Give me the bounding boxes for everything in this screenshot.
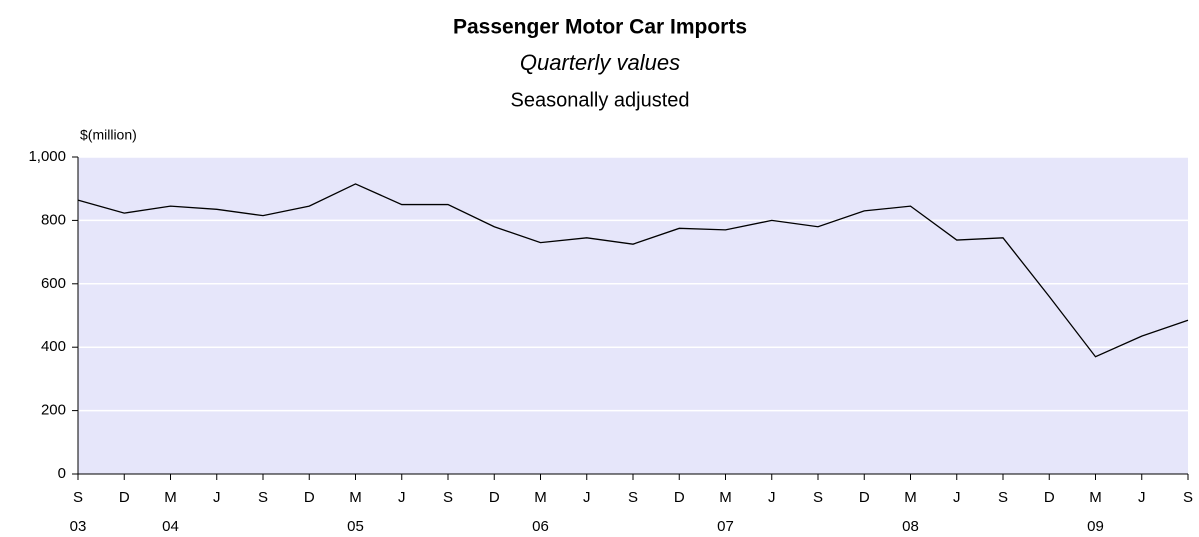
x-tick-label: J <box>1138 489 1146 506</box>
x-tick-label: J <box>583 489 591 506</box>
x-year-label: 09 <box>1087 518 1104 535</box>
chart-subtitle: Quarterly values <box>520 50 680 75</box>
x-tick-label: M <box>719 489 732 506</box>
x-year-label: 03 <box>70 518 87 535</box>
x-tick-label: J <box>398 489 406 506</box>
x-tick-label: J <box>213 489 221 506</box>
x-year-label: 05 <box>347 518 364 535</box>
x-tick-label: J <box>768 489 776 506</box>
x-tick-label: J <box>953 489 961 506</box>
y-tick-label: 600 <box>41 275 66 292</box>
x-tick-label: S <box>258 489 268 506</box>
x-year-label: 04 <box>162 518 179 535</box>
y-axis-label: $(million) <box>80 127 137 143</box>
x-tick-label: S <box>998 489 1008 506</box>
y-tick-label: 0 <box>58 465 66 482</box>
x-tick-label: M <box>349 489 362 506</box>
x-tick-label: S <box>73 489 83 506</box>
y-tick-label: 1,000 <box>28 148 66 165</box>
plot-area <box>78 157 1188 474</box>
y-tick-label: 200 <box>41 402 66 419</box>
x-tick-label: S <box>1183 489 1193 506</box>
x-tick-label: D <box>674 489 685 506</box>
x-tick-label: M <box>904 489 917 506</box>
chart-note: Seasonally adjusted <box>510 89 689 111</box>
y-tick-label: 800 <box>41 211 66 228</box>
x-tick-label: S <box>443 489 453 506</box>
x-tick-label: D <box>1044 489 1055 506</box>
x-year-label: 06 <box>532 518 549 535</box>
x-tick-label: M <box>534 489 547 506</box>
x-tick-label: D <box>119 489 130 506</box>
x-tick-label: M <box>164 489 177 506</box>
x-tick-label: D <box>859 489 870 506</box>
x-tick-label: S <box>813 489 823 506</box>
data-line <box>77 183 1189 358</box>
x-year-label: 08 <box>902 518 919 535</box>
x-tick-label: M <box>1089 489 1102 506</box>
chart-title: Passenger Motor Car Imports <box>453 16 747 39</box>
x-tick-label: S <box>628 489 638 506</box>
x-tick-label: D <box>489 489 500 506</box>
x-tick-label: D <box>304 489 315 506</box>
y-tick-label: 400 <box>41 338 66 355</box>
x-year-label: 07 <box>717 518 734 535</box>
